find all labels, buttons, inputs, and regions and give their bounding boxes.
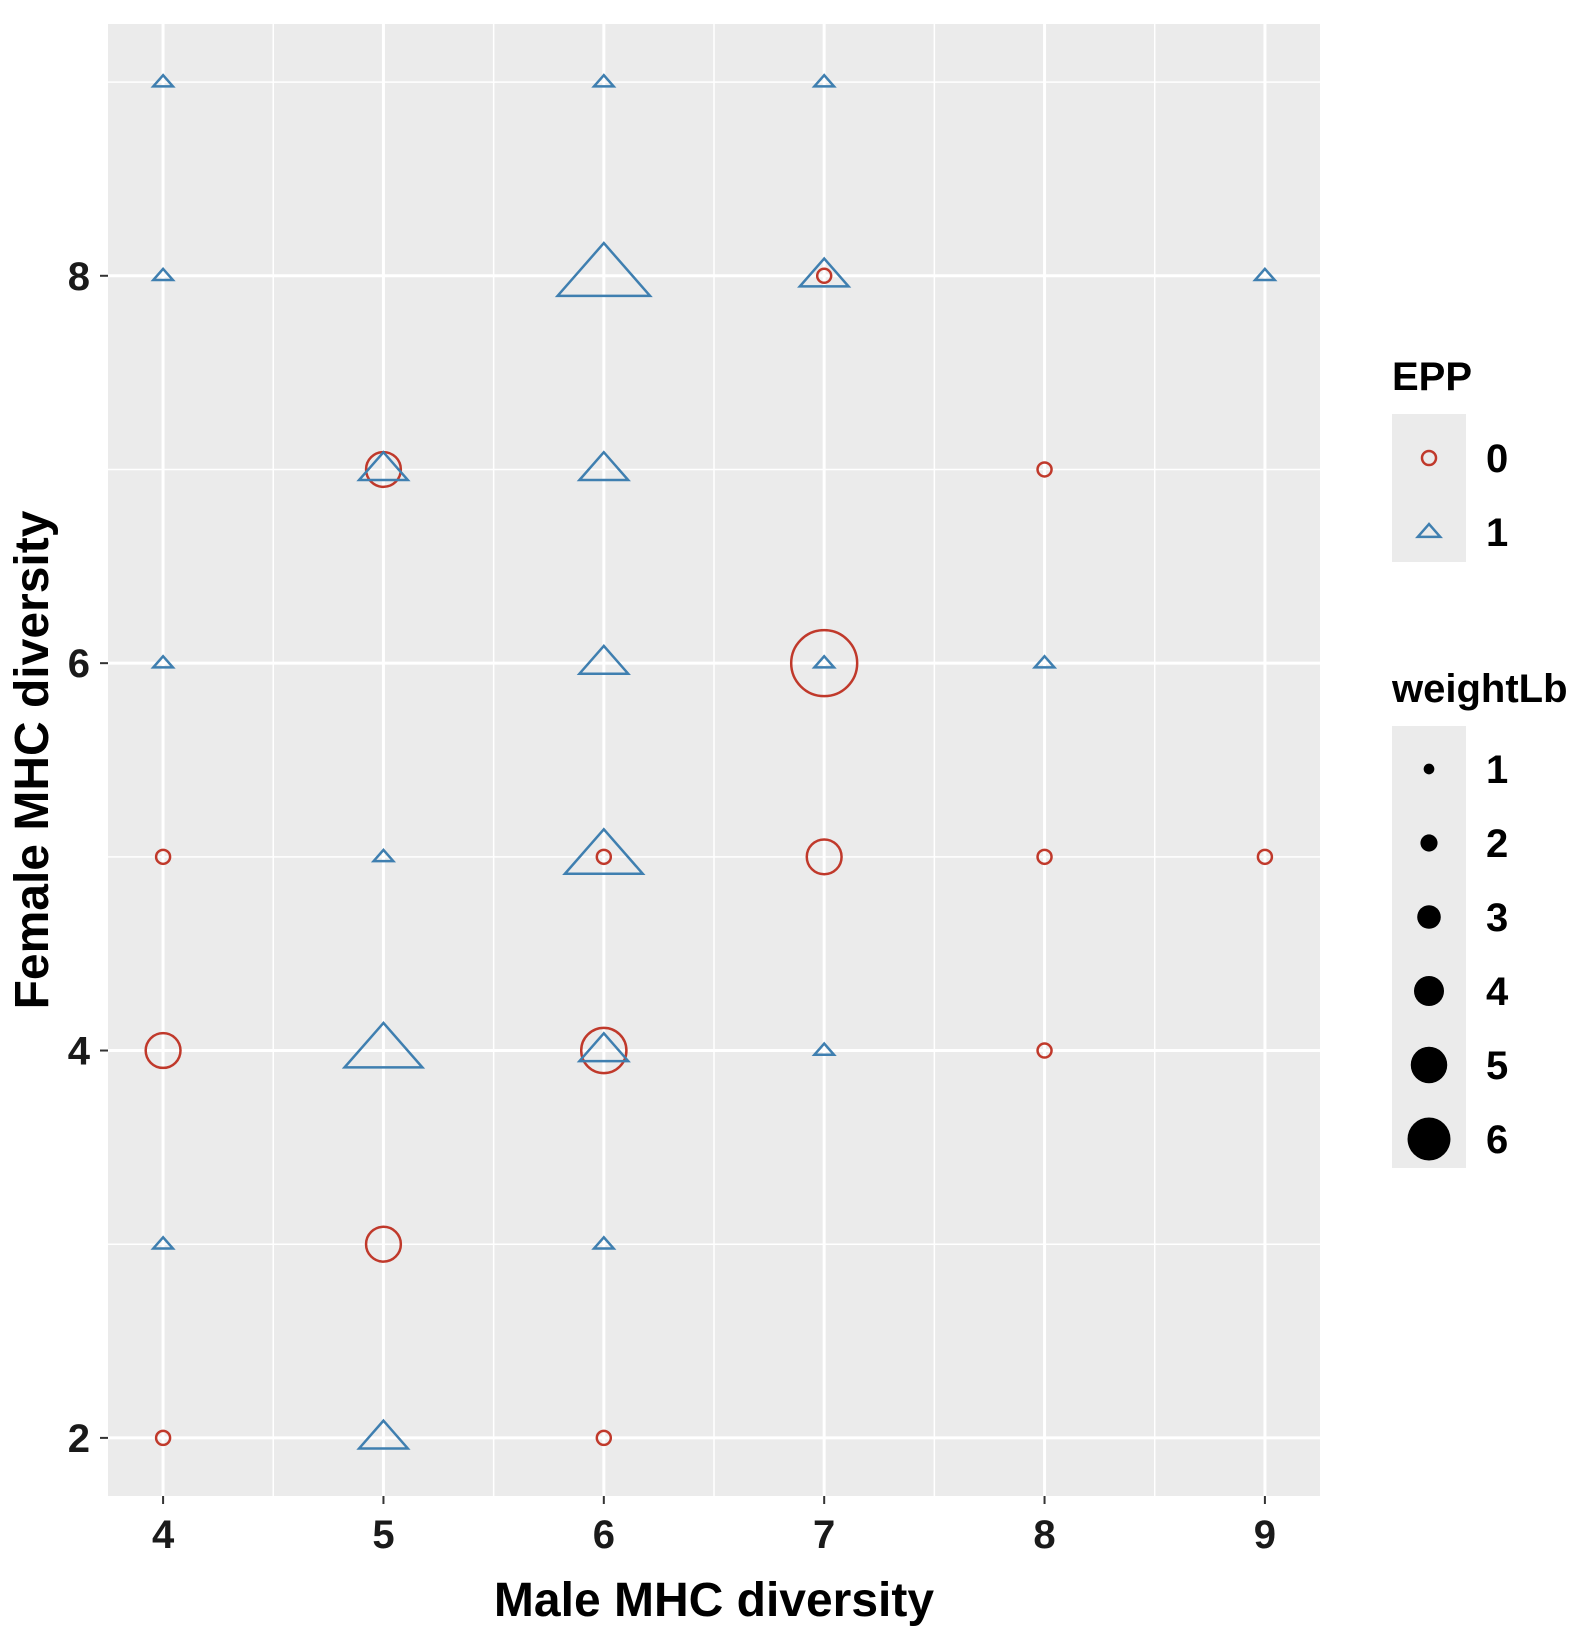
data-point-epp1 bbox=[576, 643, 631, 675]
data-points bbox=[144, 73, 1278, 1450]
data-point-epp0 bbox=[805, 838, 843, 876]
data-point-epp1 bbox=[576, 450, 631, 482]
legend-weight-key-3 bbox=[1417, 905, 1441, 929]
data-point-epp0 bbox=[789, 628, 859, 698]
legend-epp1-key-triangle bbox=[1415, 522, 1443, 539]
data-point-epp1 bbox=[576, 1031, 631, 1063]
legend-epp-label-1: 1 bbox=[1486, 511, 1508, 555]
data-point-epp1 bbox=[591, 1235, 617, 1250]
data-point-epp0 bbox=[1036, 461, 1053, 478]
legend-weight-label-2: 2 bbox=[1486, 822, 1508, 866]
legend-weight-title: weightLb bbox=[1391, 667, 1568, 711]
data-point-epp0 bbox=[154, 848, 172, 866]
data-point-epp1 bbox=[591, 73, 617, 88]
y-axis-title: Female MHC diversity bbox=[6, 510, 59, 1009]
x-tick-label: 9 bbox=[1254, 1513, 1276, 1557]
x-tick-label: 4 bbox=[152, 1513, 175, 1557]
data-point-epp1 bbox=[1031, 654, 1058, 669]
legend-epp-key-background bbox=[1392, 414, 1466, 562]
legend-weight-key-6 bbox=[1407, 1117, 1451, 1161]
x-tick-label: 7 bbox=[813, 1513, 835, 1557]
data-point-epp1 bbox=[150, 654, 176, 669]
data-point-epp1 bbox=[554, 241, 653, 298]
data-point-epp1 bbox=[356, 1418, 411, 1450]
y-tick-label: 2 bbox=[68, 1417, 90, 1461]
y-axis-ticks: 2 4 6 8 bbox=[68, 255, 108, 1461]
legend: EPP 0 1 weightLb 1 2 3 4 5 6 bbox=[1391, 355, 1568, 1168]
legend-weight-key-4 bbox=[1413, 975, 1445, 1007]
legend-weight-label-5: 5 bbox=[1486, 1044, 1508, 1088]
data-point-epp0 bbox=[144, 1031, 182, 1070]
data-point-epp1 bbox=[356, 450, 411, 482]
legend-weight-key-background bbox=[1392, 726, 1466, 1168]
legend-weight-label-3: 3 bbox=[1486, 896, 1508, 940]
data-point-epp0 bbox=[1036, 1042, 1053, 1059]
data-point-epp0 bbox=[595, 1429, 613, 1447]
legend-weight-key-1 bbox=[1423, 763, 1435, 775]
x-axis-ticks: 4 5 6 7 8 9 bbox=[152, 1496, 1276, 1557]
data-point-epp1 bbox=[341, 1021, 426, 1069]
data-point-epp1 bbox=[150, 1235, 176, 1250]
legend-weight-key-5 bbox=[1410, 1046, 1448, 1084]
data-point-epp0 bbox=[1256, 848, 1274, 866]
legend-weight-label-1: 1 bbox=[1486, 748, 1508, 792]
data-point-epp1 bbox=[811, 654, 837, 669]
legend-epp0-key-circle bbox=[1420, 449, 1438, 467]
x-tick-label: 6 bbox=[593, 1513, 615, 1557]
data-point-epp0 bbox=[364, 1225, 403, 1263]
y-tick-label: 4 bbox=[68, 1030, 91, 1074]
legend-weight-label-4: 4 bbox=[1486, 970, 1509, 1014]
data-point-epp0 bbox=[595, 848, 613, 866]
legend-epp-label-0: 0 bbox=[1486, 437, 1508, 481]
data-point-epp0 bbox=[1036, 848, 1053, 866]
data-point-epp1 bbox=[811, 73, 837, 88]
x-tick-label: 8 bbox=[1033, 1513, 1055, 1557]
data-point-epp1 bbox=[562, 827, 646, 875]
y-tick-label: 8 bbox=[68, 255, 90, 299]
x-tick-label: 5 bbox=[372, 1513, 394, 1557]
legend-weight-keys bbox=[1407, 763, 1451, 1161]
major-gridlines bbox=[108, 24, 1320, 1496]
data-point-epp1 bbox=[370, 847, 397, 863]
data-point-epp0 bbox=[579, 1026, 628, 1075]
data-point-epp0 bbox=[815, 267, 833, 285]
data-point-epp1 bbox=[150, 73, 176, 88]
data-point-epp0 bbox=[154, 1429, 172, 1447]
x-axis-title: Male MHC diversity bbox=[494, 1574, 934, 1627]
legend-epp-title: EPP bbox=[1392, 355, 1472, 399]
minor-gridlines bbox=[108, 24, 1320, 1496]
legend-weight-key-2 bbox=[1420, 834, 1438, 852]
data-point-epp1 bbox=[1252, 266, 1278, 282]
data-point-epp1 bbox=[797, 256, 852, 288]
y-tick-label: 6 bbox=[68, 642, 90, 686]
legend-epp-keys bbox=[1415, 449, 1443, 539]
data-point-epp1 bbox=[150, 266, 176, 282]
data-point-epp1 bbox=[811, 1041, 837, 1057]
legend-weight-label-6: 6 bbox=[1486, 1118, 1508, 1162]
